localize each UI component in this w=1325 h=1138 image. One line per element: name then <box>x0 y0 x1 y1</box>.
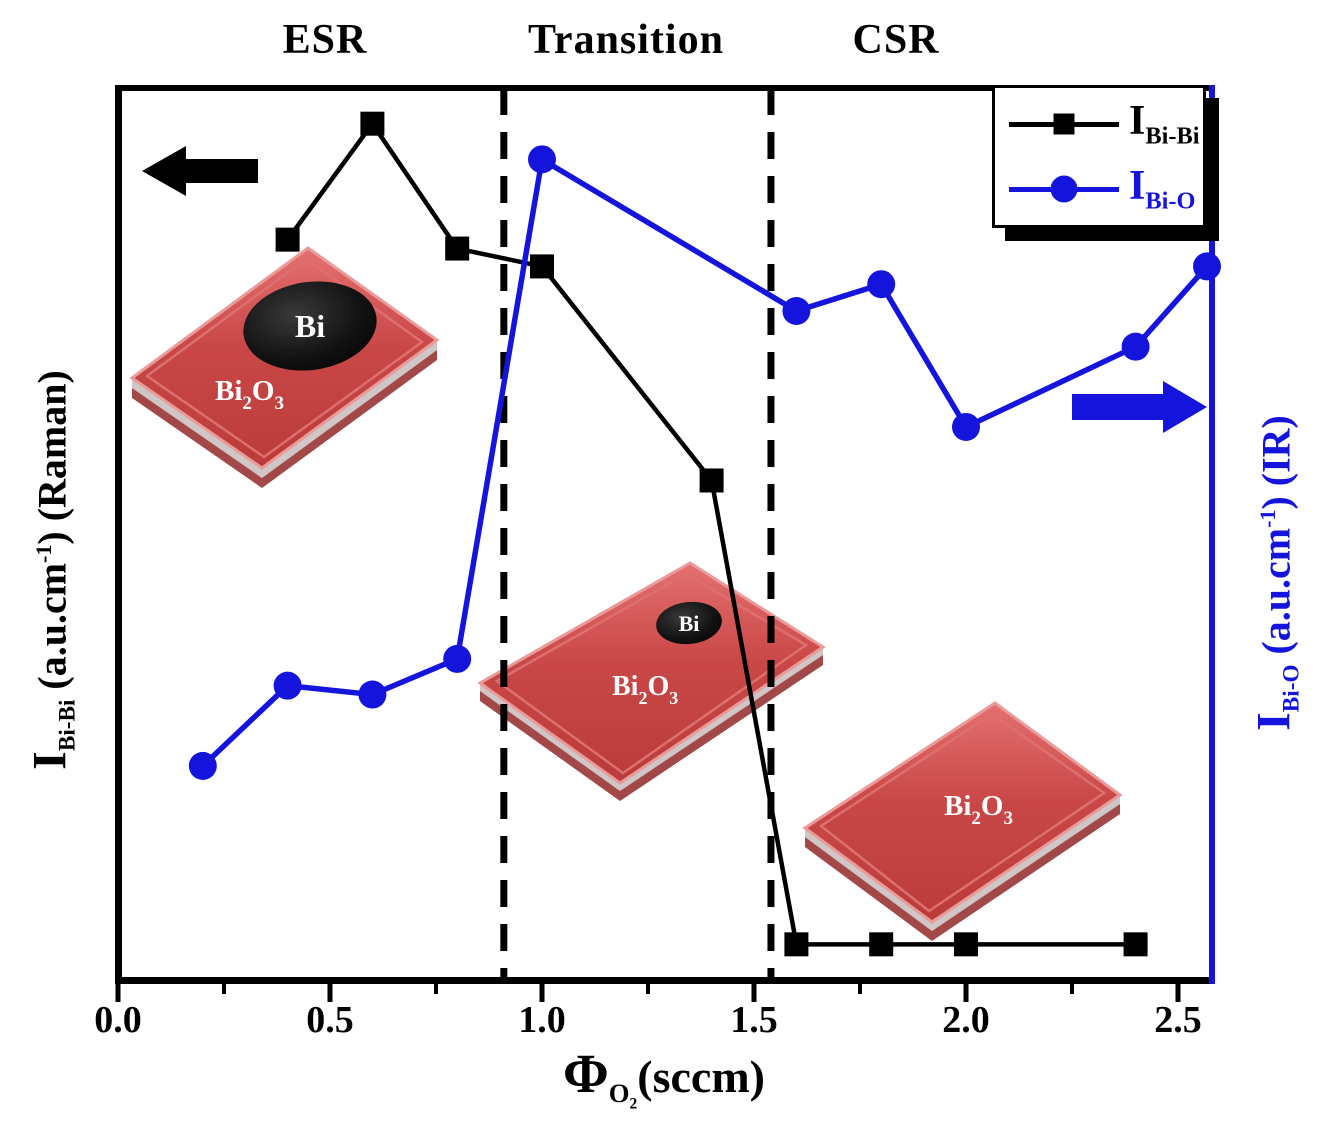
legend-line-black <box>1009 113 1119 135</box>
circle-marker-icon <box>782 297 811 325</box>
square-marker-icon <box>1053 113 1075 135</box>
circle-marker-icon <box>1121 332 1150 361</box>
inset-slab-large-bi: Bi Bi2O3 <box>129 246 440 488</box>
x-tick-label: 0.0 <box>94 999 142 1041</box>
square-marker-icon <box>360 111 385 136</box>
slab3-top-face <box>802 701 1123 924</box>
slab2-formula: Bi2O3 <box>612 671 678 708</box>
legend-label-bibi: IBi-Bi <box>1129 97 1200 150</box>
x-tick-label: 1.5 <box>730 999 778 1041</box>
x-major-tick <box>115 983 121 1002</box>
circle-marker-icon <box>358 680 387 709</box>
legend-line-blue <box>1009 175 1119 203</box>
slab2-edge-dark <box>480 655 823 801</box>
plot-spines <box>115 85 1215 984</box>
x-axis-label: ΦO2(sccm) <box>563 1043 765 1113</box>
slab1-rim <box>144 257 425 459</box>
slab3-rim <box>818 712 1107 913</box>
inset-slab-plain: Bi2O3 <box>802 701 1123 941</box>
square-marker-icon <box>275 227 300 252</box>
x-tick-label: 2.5 <box>1154 999 1202 1041</box>
x-major-tick <box>1175 983 1181 1002</box>
y-axis-label-left: IBi-Bi (a.u.cm-1) (Raman) <box>23 370 81 770</box>
circle-marker-icon <box>528 145 556 174</box>
left-arrow-icon <box>142 146 258 196</box>
square-marker-icon <box>869 932 894 957</box>
bi-sphere-large <box>243 281 377 371</box>
circle-marker-icon <box>1193 252 1221 281</box>
x-minor-tick <box>646 983 650 994</box>
x-major-tick <box>539 983 545 1002</box>
legend-entry-bio: IBi-O <box>995 160 1203 218</box>
x-minor-tick <box>222 983 226 994</box>
right-spine-blue <box>1209 85 1215 984</box>
square-marker-icon <box>699 468 724 493</box>
square-marker-icon <box>954 932 978 957</box>
legend-label-bio: IBi-O <box>1129 162 1196 215</box>
circle-marker-icon <box>952 412 980 441</box>
y-axis-label-right: IBi-O (a.u.cm-1) (IR) <box>1247 415 1305 731</box>
bi-sphere-small-label: Bi <box>679 611 700 636</box>
series-line-I_Bi-O <box>200 154 1210 768</box>
data-series-layer <box>188 111 1221 957</box>
x-minor-tick <box>1070 983 1074 994</box>
region-label-csr: CSR <box>852 17 940 63</box>
top-spine <box>115 85 1215 91</box>
slab3-edge-dark <box>805 804 1120 941</box>
circle-marker-icon <box>443 644 472 673</box>
x-major-tick <box>751 983 757 1002</box>
slab3-edge-stripe <box>805 795 1120 931</box>
circle-marker-icon <box>273 671 302 700</box>
x-axis-ticks <box>115 983 1181 1002</box>
bi-sphere-small <box>656 601 722 645</box>
circle-marker-icon <box>188 751 217 780</box>
left-spine <box>115 85 122 983</box>
bi-sphere-large-label: Bi <box>295 308 325 344</box>
legend-entry-bibi: IBi-Bi <box>995 95 1203 153</box>
square-marker-icon <box>784 932 809 957</box>
x-major-tick <box>963 983 969 1002</box>
x-tick-label: 1.0 <box>518 999 566 1041</box>
x-tick-label: 2.0 <box>942 999 990 1041</box>
region-boundary-lines <box>500 88 775 980</box>
bottom-spine <box>115 977 1215 984</box>
x-minor-tick <box>858 983 862 994</box>
square-marker-icon <box>1123 932 1148 957</box>
slab2-rim <box>494 572 809 775</box>
region-label-transition: Transition <box>528 17 724 63</box>
x-minor-tick <box>434 983 438 994</box>
legend: IBi-Bi IBi-O <box>992 85 1206 228</box>
region-label-esr: ESR <box>282 17 368 63</box>
circle-marker-icon <box>867 270 896 299</box>
square-marker-icon <box>445 236 470 261</box>
x-major-tick <box>327 983 333 1002</box>
x-tick-label: 0.5 <box>306 999 354 1041</box>
right-arrow-icon <box>1072 381 1207 433</box>
circle-marker-icon <box>1050 175 1078 203</box>
square-marker-icon <box>530 254 554 279</box>
slab3-formula: Bi2O3 <box>944 790 1013 829</box>
slab1-formula: Bi2O3 <box>215 375 284 414</box>
